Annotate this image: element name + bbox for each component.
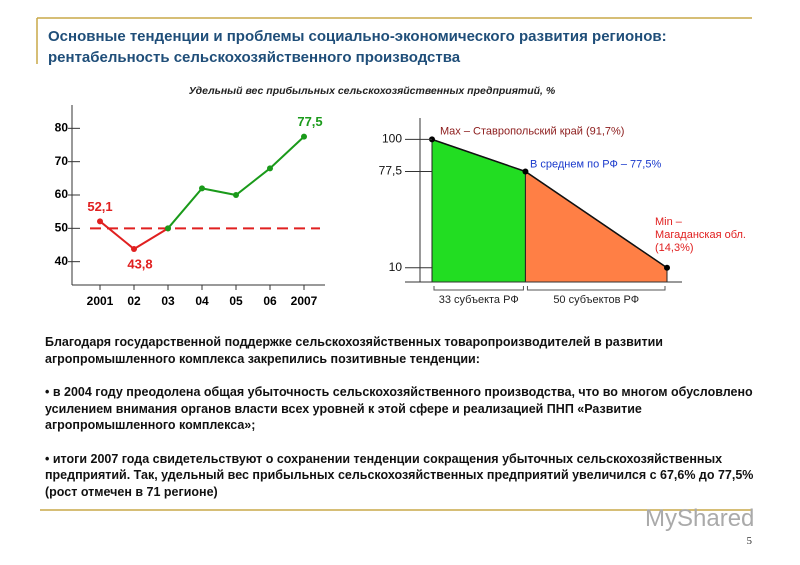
area-segment — [431, 138, 526, 283]
value-label: 43,8 — [127, 256, 152, 271]
y-tick-label: 80 — [55, 121, 69, 135]
x-tick-label: 04 — [195, 294, 209, 308]
x-tick-label: 2007 — [291, 294, 318, 308]
point — [165, 225, 171, 232]
bullet: • в 2004 году преодолена общая убыточнос… — [45, 385, 753, 432]
value-label: 77,5 — [297, 114, 322, 129]
point — [664, 264, 670, 271]
annotation: Max – Ставропольский край (91,7%) — [440, 125, 624, 137]
area-segment — [524, 170, 668, 283]
y-tick-label: 70 — [55, 154, 69, 168]
caption: Удельный вес прибыльных сельскохозяйстве… — [189, 85, 556, 97]
title-line: рентабельность сельскохозяйственного про… — [48, 49, 461, 66]
series-line — [167, 135, 305, 229]
annotation: (14,3%) — [655, 242, 694, 254]
bullet: • итоги 2007 года свидетельствуют о сохр… — [45, 451, 754, 499]
y-tick-label: 10 — [389, 260, 403, 274]
series-line — [99, 220, 169, 251]
x-tick-label: 03 — [161, 294, 175, 308]
segment-bracket — [433, 286, 524, 291]
annotation: В среднем по РФ – 77,5% — [530, 158, 661, 170]
annotation: Магаданская обл. — [655, 229, 746, 241]
x-tick-label: 06 — [263, 294, 277, 308]
point — [522, 168, 529, 175]
paragraph: Благодаря государственной поддержке сель… — [45, 335, 663, 366]
segment-bracket — [526, 286, 666, 291]
point — [301, 133, 307, 140]
segment-label: 50 субъектов РФ — [553, 294, 639, 306]
point — [199, 185, 205, 192]
point — [131, 246, 137, 252]
point — [267, 165, 273, 172]
title-line: Основные тенденции и проблемы социально-… — [48, 28, 667, 45]
x-tick-label: 2001 — [87, 294, 114, 308]
value-label: 52,1 — [87, 199, 112, 214]
y-tick-label: 40 — [55, 254, 69, 268]
point — [233, 192, 239, 198]
y-tick-label: 77,5 — [379, 164, 403, 178]
segment-label: 33 субъекта РФ — [439, 294, 519, 306]
y-tick-label: 60 — [55, 187, 69, 201]
logo: MyShared — [645, 505, 755, 532]
point — [97, 218, 103, 225]
title: Основные тенденции и проблемы социально-… — [48, 26, 768, 68]
x-tick-label: 02 — [127, 294, 141, 308]
y-tick-label: 100 — [382, 132, 402, 146]
body-text: Благодаря государственной поддержке сель… — [45, 334, 760, 517]
page-number: 5 — [746, 535, 753, 547]
x-tick-label: 05 — [229, 294, 243, 308]
y-tick-label: 50 — [55, 221, 69, 235]
annotation: Min – — [655, 216, 683, 228]
